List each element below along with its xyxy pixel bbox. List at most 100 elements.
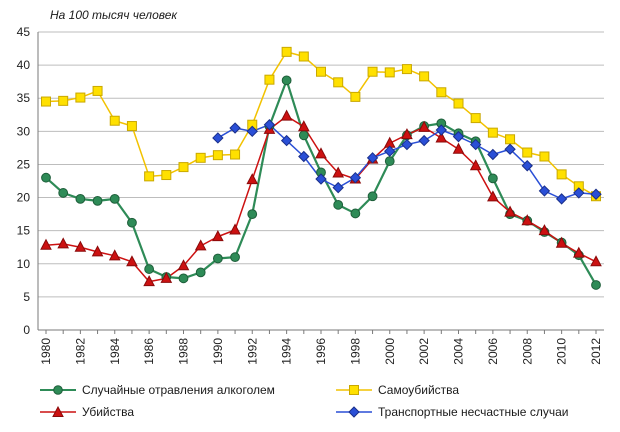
y-tick-45: 45 (17, 25, 31, 39)
x-tick-2002: 2002 (417, 338, 431, 365)
point-2-1980 (40, 238, 52, 250)
y-tick-10: 10 (17, 257, 31, 271)
x-tick-1980: 1980 (39, 338, 53, 365)
point-0-1986 (144, 264, 155, 274)
point-2-1985 (126, 255, 138, 267)
point-2-2011 (572, 246, 585, 258)
x-tick-1990: 1990 (211, 338, 225, 365)
point-3-2006 (487, 148, 499, 161)
x-tick-1984: 1984 (108, 338, 122, 365)
point-3-2004 (452, 130, 465, 143)
point-2-1997 (332, 166, 345, 178)
y-tick-labels: 0 5 10 15 20 25 30 35 40 45 (17, 25, 31, 337)
point-3-1990 (212, 132, 224, 144)
point-2-2004 (452, 142, 465, 154)
point-0-1982 (75, 193, 86, 204)
point-1-2006 (487, 127, 498, 138)
point-1-2009 (539, 151, 550, 162)
point-2-2001 (401, 128, 413, 140)
point-0-1988 (178, 273, 189, 284)
point-0-1983 (92, 195, 103, 206)
point-3-1996 (315, 173, 327, 185)
point-0-1981 (58, 188, 69, 198)
point-2-2006 (487, 190, 499, 202)
y-axis-unit-label: На 100 тысяч человек (50, 8, 178, 22)
y-tick-15: 15 (17, 224, 31, 238)
point-0-1999 (367, 191, 378, 202)
point-1-1998 (350, 91, 361, 102)
x-tick-labels: 1980 1982 1984 1986 1988 1990 1992 1994 1996 1998… (39, 338, 603, 365)
point-3-2012 (590, 188, 602, 200)
y-tick-25: 25 (17, 157, 31, 171)
point-2-2003 (435, 131, 448, 143)
point-3-1998 (349, 171, 362, 184)
x-tick-1988: 1988 (177, 338, 191, 365)
point-2-1981 (57, 237, 70, 249)
x-tick-1992: 1992 (245, 338, 259, 365)
point-0-1997 (333, 199, 344, 210)
point-0-1994 (281, 75, 292, 86)
x-tick-2008: 2008 (520, 338, 534, 365)
point-1-1984 (109, 115, 120, 126)
point-2-1987 (160, 271, 173, 283)
point-2-2008 (521, 214, 534, 226)
point-1-1985 (126, 121, 137, 132)
x-tick-2000: 2000 (383, 338, 397, 365)
x-tick-1998: 1998 (348, 338, 362, 365)
point-3-1993 (263, 119, 276, 131)
point-1-1996 (316, 66, 326, 77)
point-3-2001 (401, 138, 413, 151)
point-3-1997 (332, 181, 344, 194)
point-0-1985 (127, 217, 137, 228)
x-tick-1986: 1986 (142, 338, 156, 365)
point-2-1988 (177, 259, 190, 271)
point-0-1995 (298, 130, 309, 141)
point-2-1982 (74, 240, 87, 252)
point-3-2000 (384, 145, 396, 157)
y-tick-35: 35 (17, 91, 31, 105)
point-1-1991 (230, 149, 241, 160)
point-3-2010 (555, 193, 568, 205)
point-1-1982 (75, 92, 86, 103)
point-3-2008 (521, 160, 533, 172)
point-1-1989 (195, 152, 206, 163)
point-0-1984 (109, 193, 120, 204)
point-0-1998 (350, 208, 361, 219)
point-1-1997 (333, 77, 344, 88)
point-1-2004 (453, 98, 464, 109)
point-2-1989 (194, 239, 207, 251)
x-tick-1982: 1982 (73, 338, 87, 365)
x-tick-2004: 2004 (452, 338, 466, 365)
point-1-2007 (505, 134, 516, 145)
point-1-1999 (367, 66, 378, 77)
point-1-2008 (522, 147, 533, 158)
point-3-2011 (573, 187, 585, 199)
point-0-1990 (212, 253, 223, 264)
point-3-2003 (435, 124, 448, 136)
point-2-1994 (280, 109, 293, 121)
point-2-1983 (91, 245, 104, 257)
point-1-1980 (41, 96, 51, 107)
point-1-2000 (384, 67, 395, 78)
point-1-1993 (264, 74, 275, 85)
point-0-1989 (195, 267, 206, 278)
point-2-1992 (246, 173, 259, 185)
y-tick-40: 40 (17, 58, 31, 72)
point-2-2007 (504, 205, 516, 217)
point-3-1991 (229, 122, 241, 134)
y-tick-5: 5 (23, 290, 30, 304)
point-3-1992 (246, 125, 258, 138)
point-0-1980 (41, 172, 51, 183)
point-3-2007 (504, 143, 516, 155)
series-points (40, 46, 602, 290)
point-1-2005 (470, 113, 481, 124)
point-2-2005 (469, 159, 482, 171)
point-1-2001 (401, 64, 412, 75)
y-tick-20: 20 (17, 191, 31, 205)
point-1-1986 (144, 171, 155, 182)
x-tick-1996: 1996 (314, 338, 328, 365)
point-3-1994 (280, 134, 293, 147)
point-3-1995 (298, 150, 310, 163)
point-0-2006 (487, 173, 498, 184)
